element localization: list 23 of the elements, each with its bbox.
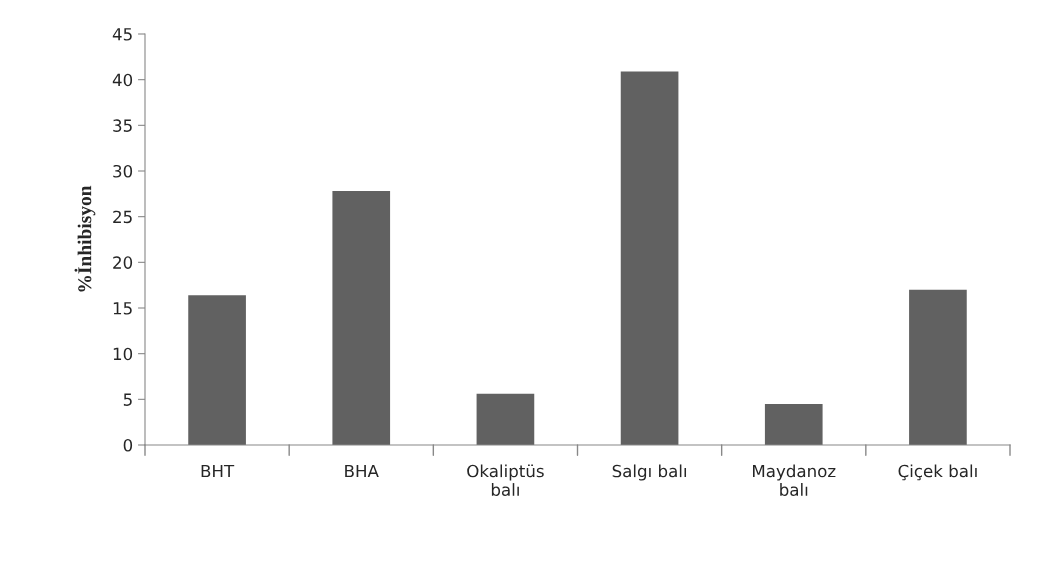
x-tick-label: Maydanoz balı <box>753 464 836 497</box>
y-tick-label: 0 <box>123 438 133 452</box>
y-tick-label: 40 <box>112 73 133 87</box>
y-tick-label: 45 <box>112 28 132 41</box>
y-tick-label: 15 <box>113 302 132 315</box>
y-tick-label: 25 <box>113 210 132 224</box>
x-tick-label: BHT <box>201 464 235 478</box>
bar <box>764 403 823 445</box>
bar <box>620 71 679 445</box>
y-tick-label: 10 <box>113 347 133 361</box>
x-tick-label: Salgı balı <box>612 464 687 481</box>
y-tick-label: 35 <box>113 119 132 132</box>
x-tick-label: Çiçek balı <box>898 464 977 481</box>
bar <box>476 393 535 445</box>
bar <box>188 295 246 445</box>
x-tick-label: BHA <box>345 464 379 478</box>
y-tick-label: 30 <box>113 164 133 178</box>
bar <box>909 289 967 445</box>
y-tick-label: 20 <box>113 256 133 269</box>
y-tick-label: 5 <box>123 393 132 406</box>
bar <box>332 191 391 445</box>
y-axis-title: %İnhibisyon <box>74 185 96 292</box>
x-tick-label: Okaliptüs balı <box>467 464 544 497</box>
